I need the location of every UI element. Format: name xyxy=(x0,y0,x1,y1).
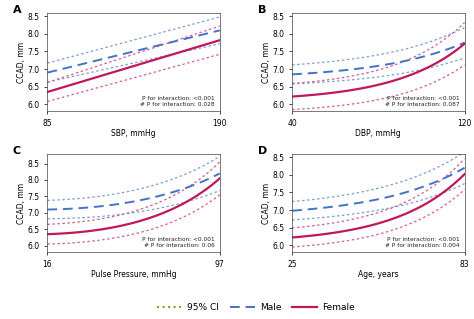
X-axis label: SBP, mmHg: SBP, mmHg xyxy=(111,129,156,138)
Y-axis label: CCAD, mm: CCAD, mm xyxy=(262,182,271,224)
Text: B: B xyxy=(258,5,266,15)
Y-axis label: CCAD, mm: CCAD, mm xyxy=(17,41,26,83)
Legend: 95% CI, Male, Female: 95% CI, Male, Female xyxy=(154,299,358,315)
Text: P for interaction: <0.001
# P for interaction: 0.087: P for interaction: <0.001 # P for intera… xyxy=(385,96,459,108)
Text: P for interaction: <0.001
# P for interaction: 0.06: P for interaction: <0.001 # P for intera… xyxy=(142,237,215,248)
Y-axis label: CCAD, mm: CCAD, mm xyxy=(17,182,26,224)
Text: P for interaction: <0.001
# P for interaction: 0.004: P for interaction: <0.001 # P for intera… xyxy=(385,237,459,248)
Text: D: D xyxy=(258,146,267,156)
X-axis label: Pulse Pressure, mmHg: Pulse Pressure, mmHg xyxy=(91,270,176,279)
Y-axis label: CCAD, mm: CCAD, mm xyxy=(262,41,271,83)
X-axis label: DBP, mmHg: DBP, mmHg xyxy=(356,129,401,138)
Text: P for interaction: <0.001
# P for interaction: 0.028: P for interaction: <0.001 # P for intera… xyxy=(140,96,215,108)
X-axis label: Age, years: Age, years xyxy=(358,270,399,279)
Text: A: A xyxy=(13,5,21,15)
Text: C: C xyxy=(13,146,21,156)
